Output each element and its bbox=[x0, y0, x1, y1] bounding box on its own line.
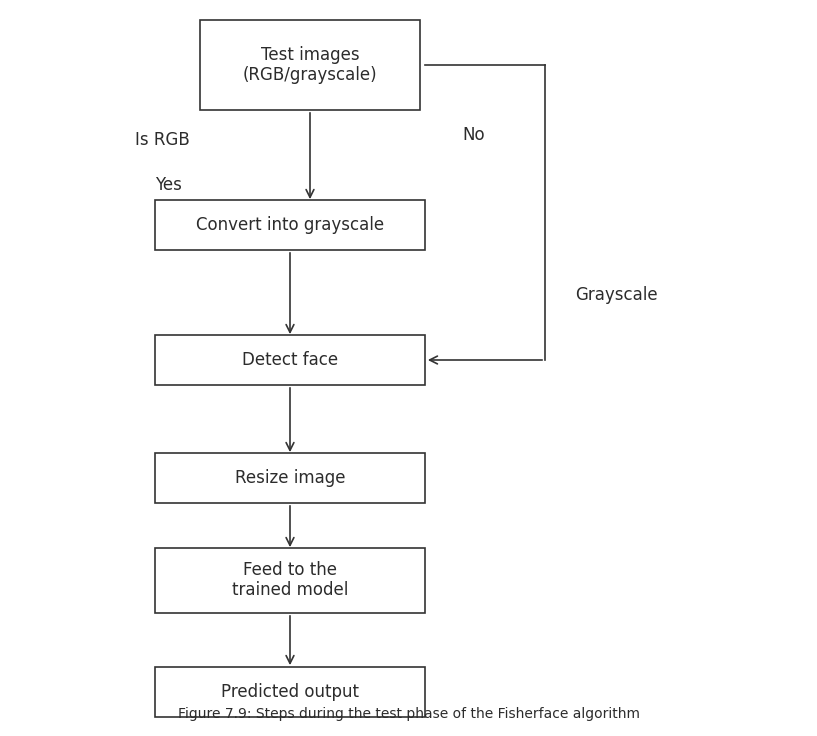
Text: Is RGB: Is RGB bbox=[135, 131, 190, 149]
Bar bbox=[155, 453, 425, 503]
Bar bbox=[155, 200, 425, 250]
Bar bbox=[155, 548, 425, 612]
Text: Predicted output: Predicted output bbox=[221, 683, 359, 701]
Text: Detect face: Detect face bbox=[242, 351, 338, 369]
Text: Grayscale: Grayscale bbox=[575, 286, 658, 304]
Text: Convert into grayscale: Convert into grayscale bbox=[196, 216, 384, 234]
Bar bbox=[200, 20, 420, 110]
Text: Feed to the
trained model: Feed to the trained model bbox=[232, 561, 348, 599]
Text: Resize image: Resize image bbox=[234, 469, 346, 487]
Text: Yes: Yes bbox=[155, 176, 182, 194]
Bar bbox=[155, 667, 425, 717]
Bar bbox=[155, 335, 425, 385]
Text: Test images
(RGB/grayscale): Test images (RGB/grayscale) bbox=[243, 46, 377, 85]
Text: No: No bbox=[462, 126, 484, 144]
Text: Figure 7.9: Steps during the test phase of the Fisherface algorithm: Figure 7.9: Steps during the test phase … bbox=[177, 707, 640, 721]
